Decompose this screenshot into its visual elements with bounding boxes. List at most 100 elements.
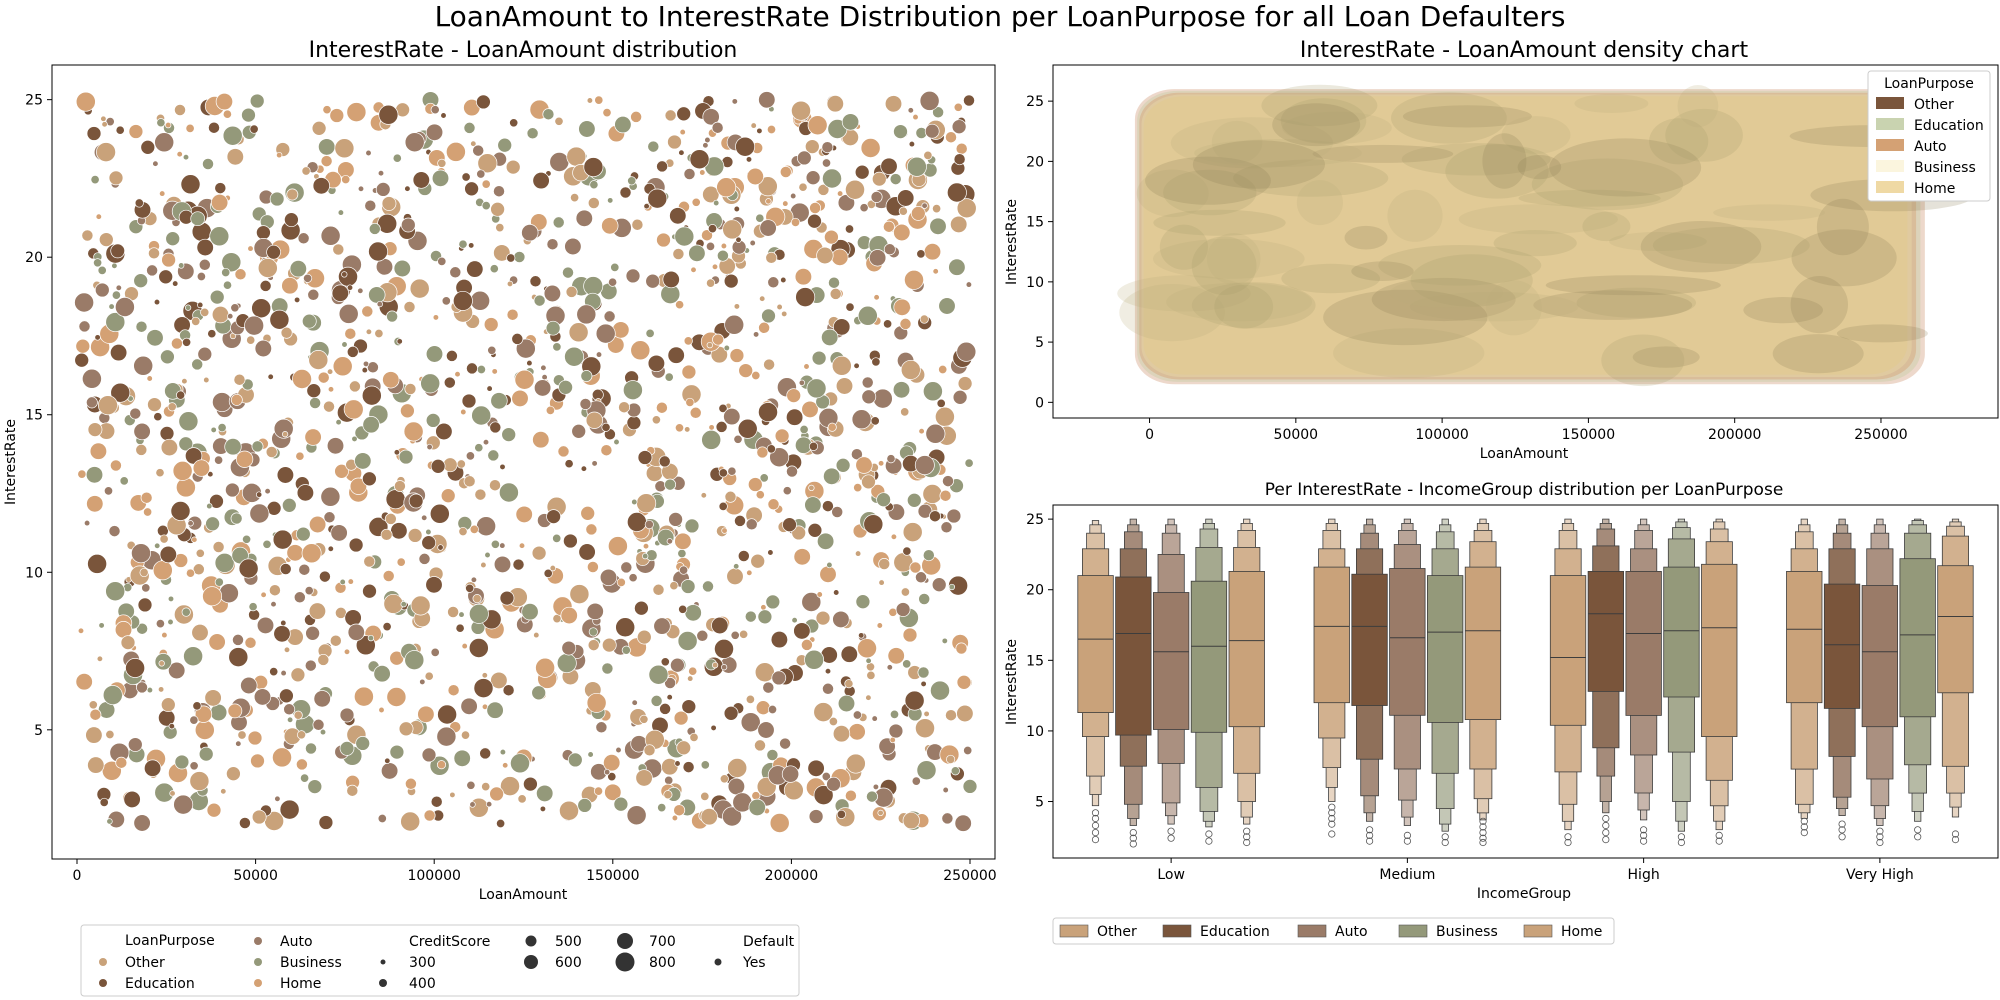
scatter-point xyxy=(886,454,896,464)
scatter-point xyxy=(531,685,547,701)
scatter-point xyxy=(688,666,698,676)
scatter-point xyxy=(489,479,501,492)
scatter-point xyxy=(437,704,458,725)
scatter-point xyxy=(893,124,908,139)
scatter-point xyxy=(821,500,834,513)
scatter-point xyxy=(247,245,254,252)
boxen-outlier xyxy=(1441,833,1449,841)
scatter-point xyxy=(437,158,447,168)
scatter-point xyxy=(222,109,232,119)
boxen-box xyxy=(1861,585,1898,728)
scatter-point xyxy=(873,294,880,301)
density-legend-item: Auto xyxy=(1914,139,1947,155)
scatter-point xyxy=(281,277,299,295)
scatter-point xyxy=(493,185,505,198)
scatter-point xyxy=(669,581,679,591)
scatter-point xyxy=(865,694,872,701)
density-contour xyxy=(1214,284,1274,329)
density-contour xyxy=(1409,292,1579,322)
scatter-point xyxy=(178,436,194,452)
scatter-point xyxy=(436,760,447,770)
boxen-outlier xyxy=(1838,820,1846,828)
scatter-point xyxy=(461,642,468,650)
scatter-point xyxy=(790,192,797,200)
scatter-point xyxy=(110,382,131,403)
scatter-point xyxy=(713,199,720,207)
scatter-point xyxy=(440,112,447,119)
scatter-point xyxy=(209,493,224,509)
scatter-point xyxy=(511,389,529,408)
scatter-point xyxy=(230,512,243,525)
scatter-point xyxy=(645,464,664,482)
scatter-point xyxy=(482,439,490,446)
density-contour xyxy=(1402,105,1532,128)
boxen-outlier xyxy=(1951,830,1960,838)
scatter-point xyxy=(249,124,259,134)
scatter-point xyxy=(532,431,550,449)
scatter-point xyxy=(476,364,486,375)
scatter-point xyxy=(950,215,968,234)
scatter-point xyxy=(957,376,973,391)
scatter-point xyxy=(192,701,202,711)
scatter-point xyxy=(95,213,102,220)
scatter-point xyxy=(460,408,467,416)
scatter-point xyxy=(822,682,834,695)
scatter-point xyxy=(266,244,281,260)
scatter-point xyxy=(227,313,234,320)
scatter-point xyxy=(607,197,614,204)
scatter-point xyxy=(279,799,300,820)
scatter-point xyxy=(755,213,765,223)
scatter-point xyxy=(430,795,443,808)
scatter-point xyxy=(588,627,598,637)
scatter-point xyxy=(191,536,198,543)
scatter-point xyxy=(794,268,813,286)
scatter-point xyxy=(552,342,562,352)
scatter-point xyxy=(654,480,667,493)
scatter-point xyxy=(716,249,729,262)
scatter-point xyxy=(860,138,881,158)
scatter-point xyxy=(702,108,720,126)
scatter-point xyxy=(139,567,149,578)
scatter-point xyxy=(212,541,225,553)
scatter-point xyxy=(167,402,177,412)
scatter-point xyxy=(400,811,421,832)
scatter-point xyxy=(549,152,570,172)
scatter-point xyxy=(576,304,597,325)
scatter-point xyxy=(700,760,710,770)
scatter-point xyxy=(161,631,168,639)
scatter-point xyxy=(192,563,205,576)
scatter-point xyxy=(916,760,937,781)
scatter-point xyxy=(578,543,596,561)
scatter-point xyxy=(681,699,697,714)
scatter-point xyxy=(238,817,251,829)
y-tick-label: 15 xyxy=(1026,215,1044,231)
density-contour xyxy=(1401,143,1551,176)
scatter-point xyxy=(106,818,113,825)
scatter-point xyxy=(790,217,801,227)
scatter-point xyxy=(156,118,166,128)
y-tick-label: 25 xyxy=(25,93,43,109)
scatter-point xyxy=(251,809,267,825)
scatter-point xyxy=(570,193,580,203)
scatter-point xyxy=(763,358,776,371)
scatter-point xyxy=(327,545,334,552)
scatter-point xyxy=(77,627,85,634)
scatter-point xyxy=(241,107,256,123)
scatter-point xyxy=(247,730,263,746)
scatter-point xyxy=(224,438,242,456)
scatter-point xyxy=(269,667,279,677)
scatter-point xyxy=(410,595,431,616)
scatter-point xyxy=(549,564,556,572)
scatter-point xyxy=(631,699,638,706)
scatter-point xyxy=(902,546,912,556)
scatter-point xyxy=(136,681,148,694)
scatter-point xyxy=(300,773,310,783)
scatter-point xyxy=(892,381,911,399)
density-contour xyxy=(1501,116,1571,154)
boxen-outlier xyxy=(1167,827,1175,835)
scatter-point xyxy=(304,586,314,596)
legend-size-item: 700 xyxy=(649,934,676,950)
scatter-point xyxy=(85,726,103,744)
scatter-point xyxy=(922,484,943,504)
